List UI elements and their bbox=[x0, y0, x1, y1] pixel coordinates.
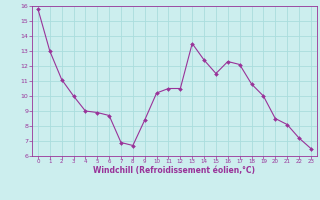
X-axis label: Windchill (Refroidissement éolien,°C): Windchill (Refroidissement éolien,°C) bbox=[93, 166, 255, 175]
